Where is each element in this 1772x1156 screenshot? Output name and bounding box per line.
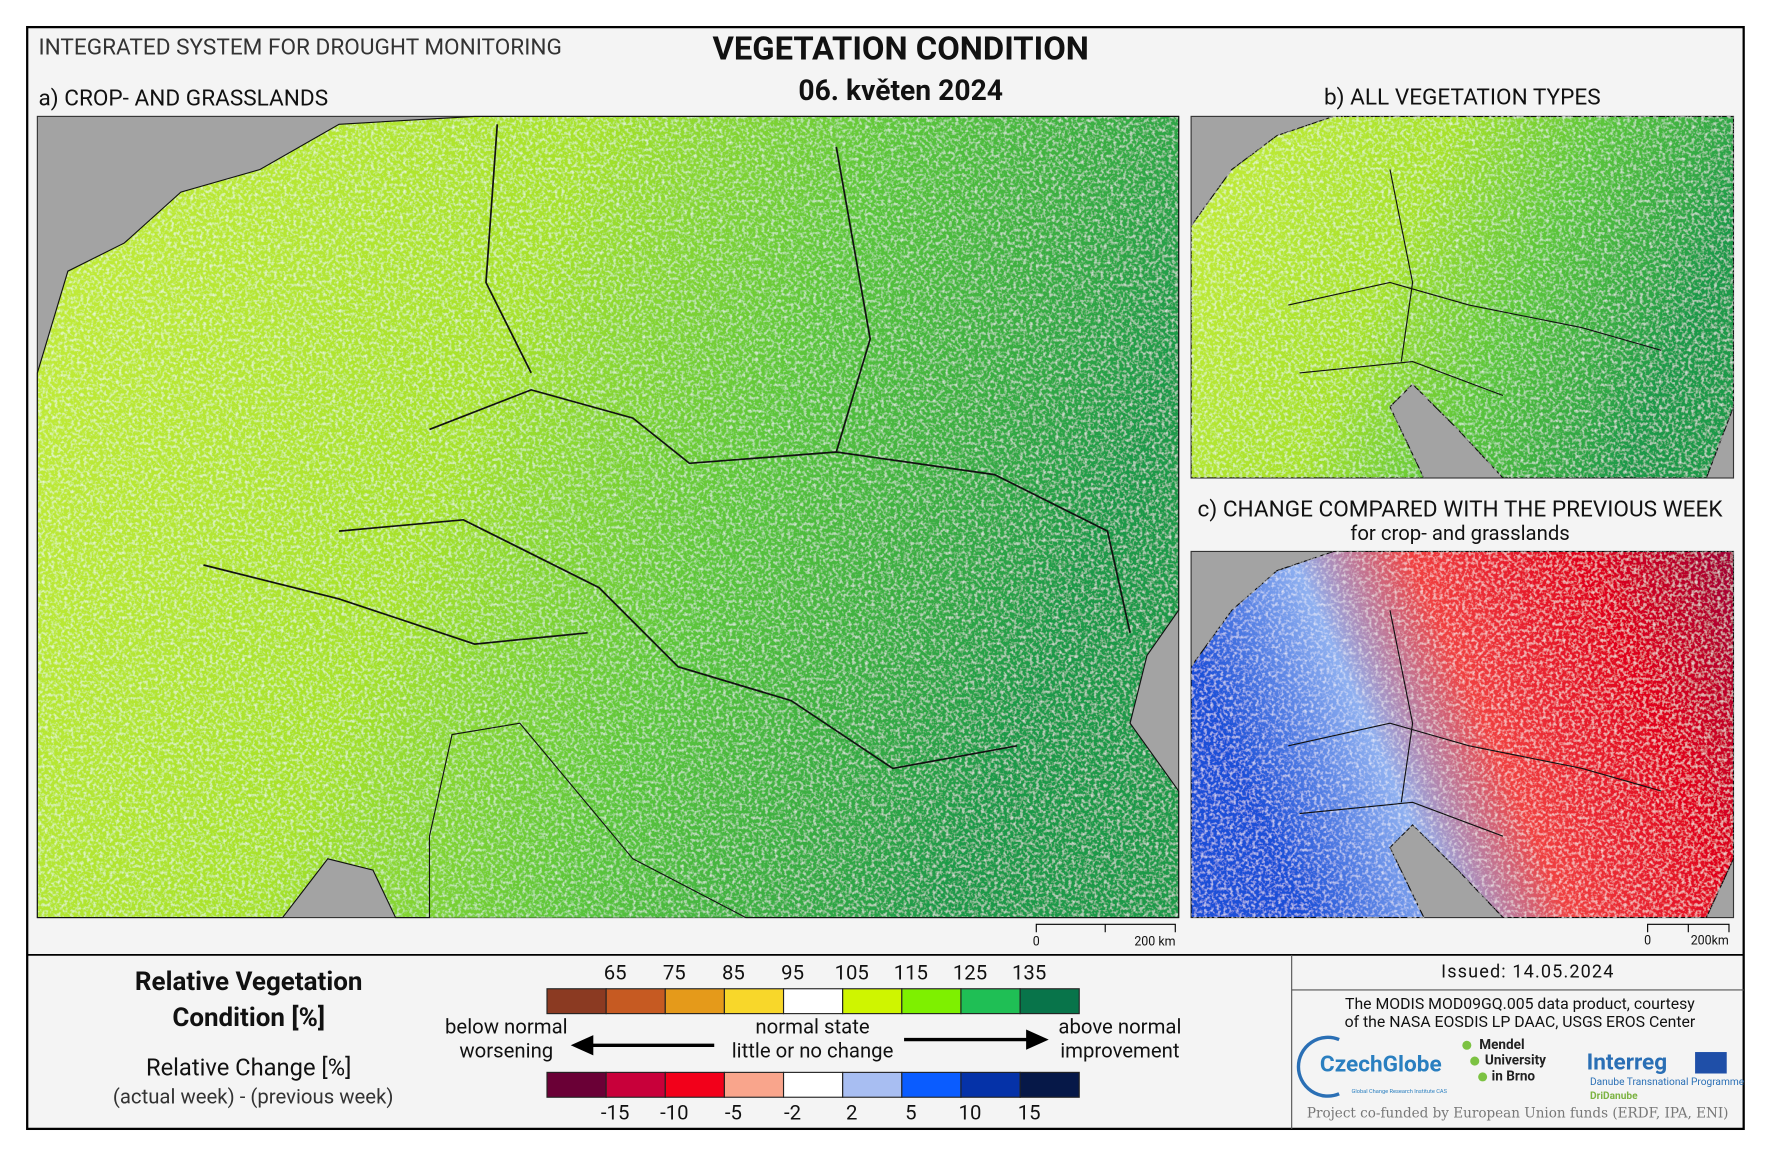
scale-label: 0 [1644, 934, 1651, 949]
legend-tick-label: 125 [953, 960, 987, 984]
legend-swatch [1019, 988, 1080, 1015]
scale-label: 200km [1691, 934, 1729, 949]
legend-tick-label: -15 [601, 1101, 629, 1125]
legend-swatch [723, 988, 785, 1015]
issued: Issued: 14.05.2024 [1441, 962, 1614, 983]
legend-swatch [842, 1071, 903, 1098]
legend-swatch [782, 1071, 844, 1098]
legend-swatch [546, 988, 607, 1015]
legend-swatch [664, 988, 725, 1015]
logo-text: University [1485, 1053, 1546, 1069]
title: VEGETATION CONDITION [712, 31, 1088, 69]
legend-swatch [664, 1071, 725, 1098]
logo-text: Global Change Research Institute CAS [1352, 1089, 1448, 1095]
system-name: INTEGRATED SYSTEM FOR DROUGHT MONITORING [38, 34, 561, 61]
funding: Project co-funded by European Union fund… [1307, 1106, 1729, 1122]
legend-title: Condition [%] [172, 1003, 325, 1033]
legend-tick-label: 65 [604, 960, 627, 984]
legend-tick-label: -5 [725, 1101, 742, 1125]
map-b [1190, 115, 1735, 479]
legend-tick-label: 95 [781, 960, 804, 984]
legend-swatch [960, 1071, 1021, 1098]
scale-label: 200 km [1134, 935, 1175, 950]
logo-text: Mendel [1479, 1037, 1524, 1053]
credit: of the NASA EOSDIS LP DAAC, USGS EROS Ce… [1345, 1012, 1696, 1031]
scale-label: 0 [1033, 935, 1040, 950]
logo-text: CzechGlobe [1320, 1051, 1442, 1078]
scale-bar: 0 200km [1644, 923, 1730, 949]
map-a [36, 115, 1180, 919]
legend-swatch [901, 988, 962, 1015]
legend-tick-label: 15 [1018, 1101, 1041, 1125]
legend-tick-label: 135 [1012, 960, 1046, 984]
legend-title: Relative Vegetation [135, 967, 363, 997]
panel-sublabel: for crop- and grasslands [1350, 521, 1570, 545]
legend-subtitle: (actual week) - (previous week) [113, 1085, 394, 1109]
legend-swatch [605, 988, 666, 1015]
legend-tick-label: 75 [663, 960, 686, 984]
date: 06. květen 2024 [798, 74, 1003, 107]
legend-tick-label: 85 [722, 960, 745, 984]
arrows [570, 1029, 1049, 1056]
logo-text: Danube Transnational Programme [1590, 1077, 1745, 1088]
legend-swatch [901, 1071, 962, 1098]
legend-note: below normal [445, 1015, 568, 1039]
legend-tick-label: -10 [660, 1101, 688, 1125]
panel-label: b) ALL VEGETATION TYPES [1324, 83, 1601, 110]
scale-bar: 0 200 km [1033, 923, 1176, 950]
panel-label: c) CHANGE COMPARED WITH THE PREVIOUS WEE… [1198, 496, 1724, 523]
legend-note: improvement [1060, 1038, 1179, 1062]
legend-swatch [546, 1071, 607, 1098]
legend-tick-label: 115 [894, 960, 928, 984]
logo-text: in Brno [1492, 1068, 1536, 1084]
legend-swatch [842, 988, 903, 1015]
legend-swatch [960, 988, 1021, 1015]
panel-label: a) CROP- AND GRASSLANDS [38, 84, 328, 111]
legend-tick-label: 2 [846, 1101, 857, 1125]
legend-swatch [1019, 1071, 1080, 1098]
legend-tick-label: 10 [959, 1101, 982, 1125]
legend-swatch [723, 1071, 785, 1098]
legend-tick-label: -2 [784, 1101, 801, 1125]
legend-title: Relative Change [%] [146, 1053, 351, 1081]
legend-swatch [782, 988, 844, 1015]
legend-note: worsening [459, 1038, 553, 1062]
credit: The MODIS MOD09GQ.005 data product, cour… [1345, 994, 1695, 1013]
legend-tick-label: 105 [835, 960, 869, 984]
legend-note: little or no change [732, 1038, 894, 1062]
legend-swatch [605, 1071, 666, 1098]
logos: CzechGlobe Global Change Research Instit… [1296, 1035, 1745, 1102]
logo-text: Interreg [1587, 1048, 1668, 1075]
map-c [1190, 550, 1735, 919]
legend-note: normal state [755, 1015, 869, 1039]
logo-text: DriDanube [1590, 1091, 1638, 1102]
legend-note: above normal [1058, 1015, 1181, 1039]
legend-tick-label: 5 [905, 1101, 916, 1125]
